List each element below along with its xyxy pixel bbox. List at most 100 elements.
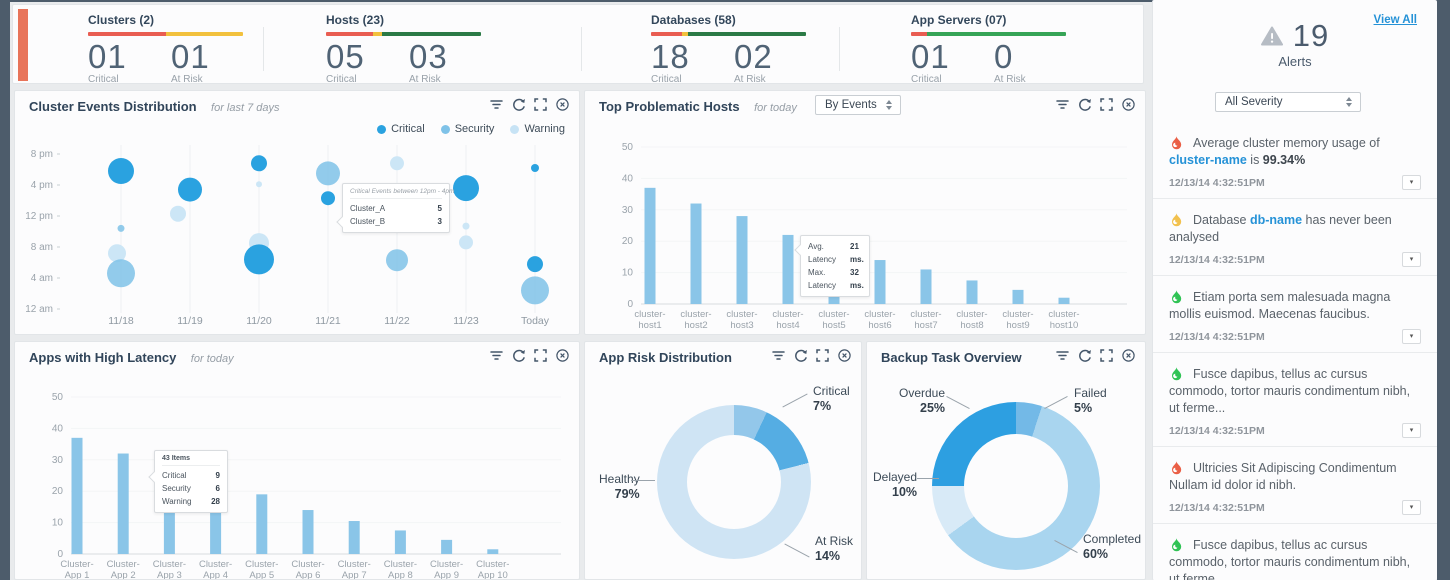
backup-donut: Failed 5% Completed 60% Delayed 10% Overdue 25% — [867, 368, 1145, 579]
alert-timestamp: 12/13/14 4:32:51PM — [1169, 330, 1265, 343]
refresh-icon[interactable] — [1078, 349, 1091, 362]
events-dropdown[interactable]: By Events — [815, 95, 901, 115]
fullscreen-icon[interactable] — [816, 349, 829, 362]
tooltip-label: Warning — [162, 497, 192, 506]
tooltip-row: Cluster_B 3 — [350, 215, 442, 228]
tooltip-value: 9 — [215, 471, 220, 480]
close-icon[interactable] — [1122, 349, 1135, 362]
divider — [263, 27, 264, 71]
y-tick-label: 50 — [622, 142, 634, 153]
slice-pct: 10% — [892, 485, 918, 499]
event-bubble-warning — [170, 205, 186, 222]
slice-pct: 79% — [614, 487, 640, 501]
x-tick-label: Cluster-App 6 — [291, 559, 324, 580]
alert-expand-button[interactable]: ▾ — [1402, 423, 1421, 438]
alert-expand-button[interactable]: ▾ — [1402, 329, 1421, 344]
filter-icon[interactable] — [1056, 349, 1069, 362]
filter-icon[interactable] — [772, 349, 785, 362]
panel-title: Cluster Events Distribution — [29, 99, 197, 114]
window-frame-right — [1437, 0, 1450, 580]
refresh-icon[interactable] — [512, 98, 525, 111]
filter-icon[interactable] — [1056, 98, 1069, 111]
flame-severity-icon-ok — [1169, 289, 1184, 304]
tooltip-value: 5 — [437, 204, 442, 213]
alert-message: Average cluster memory usage of cluster-… — [1169, 135, 1421, 169]
label-connector — [917, 478, 939, 479]
alert-expand-button[interactable]: ▾ — [1402, 500, 1421, 515]
refresh-icon[interactable] — [512, 349, 525, 362]
bar — [210, 484, 222, 554]
refresh-icon[interactable] — [794, 349, 807, 362]
x-tick-label: cluster-host2 — [680, 309, 711, 331]
panel-title: Backup Task Overview — [881, 350, 1022, 365]
fullscreen-icon[interactable] — [534, 349, 547, 362]
fullscreen-icon[interactable] — [1100, 98, 1113, 111]
alert-message: Database db-name has never been analysed — [1169, 212, 1421, 246]
panel-cluster-events: Cluster Events Distribution for last 7 d… — [14, 90, 580, 335]
stat-value: 05 — [326, 38, 365, 75]
tooltip-label: Critical — [162, 471, 187, 480]
tooltip-row: Critical 9 — [162, 469, 220, 482]
top-hosts-chart: 0 10 20 30 40 50 cluster-host1 cluster-host2 clu… — [585, 117, 1145, 334]
fullscreen-icon[interactable] — [534, 98, 547, 111]
alert-link[interactable]: cluster-name — [1169, 153, 1247, 167]
close-icon[interactable] — [556, 349, 569, 362]
summary-stat: 03 At Risk — [409, 38, 492, 85]
tooltip-row: Warning 28 — [162, 495, 220, 508]
y-tick-label: 8 am — [31, 242, 53, 253]
label-connector — [946, 395, 970, 410]
status-bar-segment — [682, 32, 689, 36]
filter-icon[interactable] — [490, 98, 503, 111]
legend-item-warning[interactable]: Warning — [510, 123, 565, 135]
slice-label-critical: Critical 7% — [813, 384, 850, 414]
refresh-icon[interactable] — [1078, 98, 1091, 111]
stat-label: Critical — [326, 74, 357, 85]
legend-item-security[interactable]: Security — [440, 123, 494, 135]
bubble-chart-canvas: 11/18 11/19 11/20 11/21 11/22 11/23 Today 8 pm 4… — [25, 145, 550, 327]
status-bar-segment — [381, 32, 481, 36]
close-icon[interactable] — [556, 98, 569, 111]
status-bar-segment — [651, 32, 682, 36]
flame-severity-icon-ok — [1169, 537, 1184, 552]
status-bar — [651, 32, 806, 36]
legend-dot — [440, 124, 450, 134]
tooltip-row: Cluster_A 5 — [350, 202, 442, 215]
alert-text: Database — [1193, 213, 1250, 227]
legend-item-critical[interactable]: Critical — [377, 123, 425, 135]
slice-pct: 14% — [815, 549, 841, 563]
chart-tooltip: 43 Items Critical 9 Security 6 Warning 28 — [148, 450, 228, 513]
fullscreen-icon[interactable] — [1100, 349, 1113, 362]
x-tick-label: Cluster-App 2 — [107, 559, 140, 580]
alert-message: Etiam porta sem malesuada magna mollis e… — [1169, 289, 1421, 323]
summary-group: Clusters (2) 01 Critical 01 At Risk — [88, 13, 258, 85]
alert-link[interactable]: db-name — [1249, 213, 1303, 227]
y-tick-label: 10 — [622, 268, 634, 279]
summary-group-label: Hosts (23) — [326, 13, 385, 27]
severity-dropdown[interactable]: All Severity — [1215, 92, 1361, 112]
y-tick-label: 0 — [57, 549, 63, 560]
x-tick-label: Today — [521, 315, 550, 327]
close-icon[interactable] — [838, 349, 851, 362]
stat-value: 02 — [734, 38, 773, 75]
alert-meta: 12/13/14 4:32:51PM ▾ — [1169, 500, 1421, 515]
alert-expand-button[interactable]: ▾ — [1402, 175, 1421, 190]
status-bar — [88, 32, 243, 36]
x-tick-label: Cluster-App 4 — [199, 559, 232, 580]
x-tick-label: Cluster-App 8 — [384, 559, 417, 580]
tooltip-row: Avg. Latency 21 ms. — [808, 240, 864, 266]
stat-value: 0 — [994, 38, 1014, 75]
alert-expand-button[interactable]: ▾ — [1402, 252, 1421, 267]
alert-meta: 12/13/14 4:32:51PM ▾ — [1169, 252, 1421, 267]
alert-text: Fusce dapibus, tellus ac cursus commodo,… — [1169, 538, 1411, 580]
close-icon[interactable] — [1122, 98, 1135, 111]
severity-dropdown-value: All Severity — [1225, 96, 1283, 108]
alerts-sidebar: View All 19 Alerts All Severity Average … — [1152, 0, 1437, 580]
filter-icon[interactable] — [490, 349, 503, 362]
alert-item: Etiam porta sem malesuada magna mollis e… — [1153, 276, 1437, 353]
view-all-link[interactable]: View All — [1373, 14, 1417, 26]
window-frame-top — [0, 0, 1450, 2]
stat-value: 01 — [88, 38, 127, 75]
alert-item: Fusce dapibus, tellus ac cursus commodo,… — [1153, 524, 1437, 580]
label-connector — [782, 393, 808, 408]
y-tick-label: 10 — [52, 518, 64, 529]
